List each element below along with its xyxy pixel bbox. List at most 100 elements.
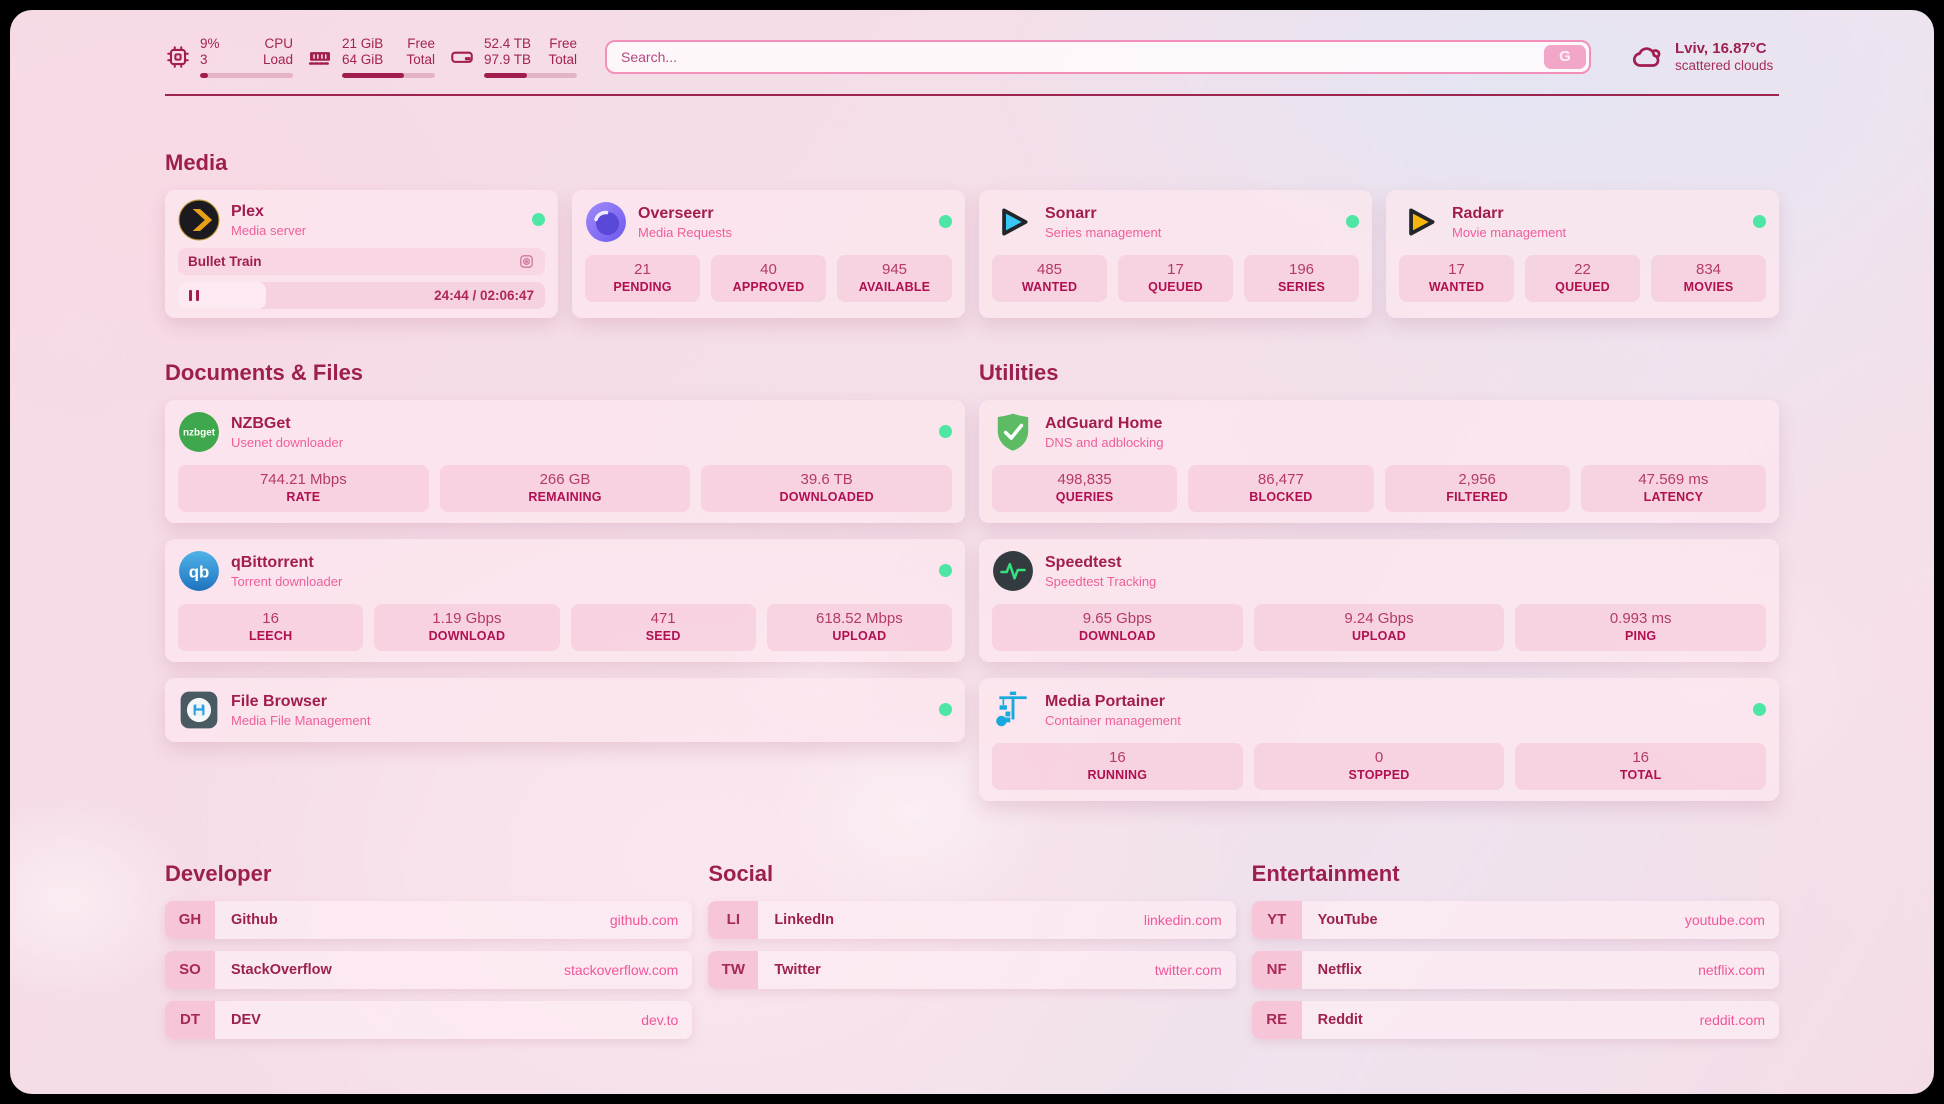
header-divider: [165, 93, 1779, 96]
bookmark-reddit[interactable]: RE Reddit reddit.com: [1251, 1000, 1779, 1039]
app-subtitle: Speedtest Tracking: [1045, 573, 1157, 589]
stat-movies: 834 MOVIES: [1651, 254, 1766, 302]
section-title-documents: Documents & Files: [165, 359, 364, 385]
cpu-label2: Load: [262, 52, 293, 68]
memory-total-label: Total: [406, 52, 435, 68]
app-subtitle: Torrent downloader: [231, 573, 343, 589]
stat-blocked: 86,477 BLOCKED: [1188, 464, 1374, 512]
top-bar: 9% 3 CPU Load: [165, 36, 1779, 78]
bookmark-name: Github: [231, 911, 278, 928]
app-title: Radarr: [1452, 204, 1504, 222]
stat-download: 9.65 Gbps DOWNLOAD: [992, 603, 1243, 651]
app-subtitle: Media File Management: [231, 712, 371, 728]
status-dot: [532, 213, 545, 227]
app-subtitle: Movie management: [1452, 225, 1567, 241]
bookmark-linkedin[interactable]: LI LinkedIn linkedin.com: [708, 900, 1236, 939]
stat-rate: 744.21 Mbps RATE: [178, 464, 429, 512]
bookmark-url: stackoverflow.com: [563, 961, 679, 978]
app-title: NZBGet: [231, 414, 291, 432]
bookmark-url: github.com: [609, 911, 679, 928]
search-engine-button[interactable]: G: [1544, 44, 1586, 69]
status-dot: [939, 425, 952, 439]
bookmark-name: DEV: [231, 1011, 261, 1028]
svg-text:nzbget: nzbget: [183, 428, 216, 439]
stat-remaining: 266 GB REMAINING: [439, 464, 691, 512]
sonarr-icon: [992, 201, 1034, 243]
bookmark-abbr: YT: [1251, 900, 1302, 939]
cloud-icon: [1631, 40, 1665, 74]
app-title: Speedtest: [1045, 553, 1122, 571]
bookmark-url: youtube.com: [1684, 911, 1765, 928]
app-card-plex[interactable]: Plex Media server Bullet Train: [165, 189, 558, 318]
app-title: qBittorrent: [231, 553, 314, 571]
app-card-filebrowser[interactable]: File Browser Media File Management: [165, 677, 965, 742]
media-lens-icon: [518, 253, 535, 270]
stat-queries: 498,835 QUERIES: [992, 464, 1178, 512]
svg-text:qb: qb: [189, 562, 210, 581]
disk-stat-widget: 52.4 TB 97.9 TB Free Total: [449, 36, 577, 78]
bookmark-name: Reddit: [1317, 1011, 1363, 1028]
section-entertainment: Entertainment YT YouTube youtube.com NF …: [1251, 861, 1779, 1039]
section-title-utilities: Utilities: [979, 359, 1059, 385]
disk-progress-track: [484, 72, 577, 78]
section-title-developer: Developer: [165, 860, 272, 886]
status-dot: [939, 215, 952, 229]
now-playing-title: Bullet Train: [188, 253, 262, 269]
search-input[interactable]: [607, 41, 1541, 72]
bookmark-netflix[interactable]: NF Netflix netflix.com: [1251, 950, 1779, 989]
bookmark-name: YouTube: [1317, 911, 1378, 928]
bookmark-abbr: DT: [165, 1000, 215, 1039]
stat-approved: 40 APPROVED: [711, 254, 826, 302]
overseerr-icon: [585, 201, 627, 243]
speedtest-icon: [992, 550, 1034, 592]
app-card-radarr[interactable]: Radarr Movie management 17 WANTED 22 QUEUE…: [1386, 189, 1779, 318]
stat-wanted: 485 WANTED: [992, 254, 1107, 302]
status-dot: [1753, 703, 1766, 717]
pause-icon[interactable]: [189, 289, 199, 301]
app-card-nzbget[interactable]: nzbget NZBGet Usenet downloader 744.21 M…: [165, 399, 965, 523]
stat-downloaded: 39.6 TB DOWNLOADED: [701, 464, 953, 512]
app-card-qbittorrent[interactable]: qb qBittorrent Torrent downloader 16 LEEC…: [165, 538, 965, 662]
bookmark-name: StackOverflow: [231, 961, 332, 978]
portainer-icon: [992, 689, 1034, 731]
stat-series: 196 SERIES: [1244, 254, 1359, 302]
app-title: Overseerr: [638, 204, 714, 222]
app-subtitle: Usenet downloader: [231, 435, 344, 451]
memory-free-label: Free: [407, 36, 435, 51]
app-card-portainer[interactable]: Media Portainer Container management 16 R…: [979, 677, 1779, 801]
app-subtitle: Media Requests: [638, 225, 732, 241]
bookmark-dev[interactable]: DT DEV dev.to: [165, 1000, 693, 1039]
stat-available: 945 AVAILABLE: [837, 254, 952, 302]
stat-seed: 471 SEED: [570, 603, 756, 651]
stat-pending: 21 PENDING: [585, 254, 700, 302]
bookmark-github[interactable]: GH Github github.com: [165, 900, 693, 939]
bookmark-abbr: NF: [1251, 950, 1302, 989]
playback-time: 24:44 / 02:06:47: [434, 287, 534, 303]
qbittorrent-icon: qb: [178, 550, 220, 592]
system-stats: 9% 3 CPU Load: [165, 36, 577, 78]
cpu-value2: 3: [200, 52, 208, 68]
app-subtitle: Series management: [1045, 225, 1162, 241]
app-card-speedtest[interactable]: Speedtest Speedtest Tracking 9.65 Gbps DO…: [979, 538, 1779, 662]
app-title: File Browser: [231, 692, 328, 710]
section-documents: Documents & Files nzbget NZBGet Usenet d…: [165, 360, 965, 801]
now-playing-row: Bullet Train: [178, 247, 545, 275]
stat-stopped: 0 STOPPED: [1253, 742, 1505, 790]
app-card-overseerr[interactable]: Overseerr Media Requests 21 PENDING 40 APP…: [572, 189, 965, 318]
app-subtitle: Container management: [1045, 712, 1181, 728]
playback-progress-fill: [178, 281, 267, 309]
adguard-icon: [992, 411, 1034, 453]
bookmark-youtube[interactable]: YT YouTube youtube.com: [1251, 900, 1779, 939]
section-utilities: Utilities AdGuard Home: [979, 360, 1779, 801]
bookmark-name: Netflix: [1317, 961, 1362, 978]
disk-free-label: Free: [549, 36, 577, 51]
bookmark-url: reddit.com: [1699, 1011, 1765, 1028]
app-card-sonarr[interactable]: Sonarr Series management 485 WANTED 17 QUE…: [979, 189, 1372, 318]
status-dot: [939, 564, 952, 578]
cpu-label: CPU: [264, 36, 293, 51]
app-card-adguard[interactable]: AdGuard Home DNS and adblocking 498,835 Q…: [979, 399, 1779, 523]
bookmark-twitter[interactable]: TW Twitter twitter.com: [708, 950, 1236, 989]
bookmark-url: linkedin.com: [1143, 911, 1222, 928]
cpu-progress-track: [200, 72, 293, 78]
bookmark-stackoverflow[interactable]: SO StackOverflow stackoverflow.com: [165, 950, 693, 989]
